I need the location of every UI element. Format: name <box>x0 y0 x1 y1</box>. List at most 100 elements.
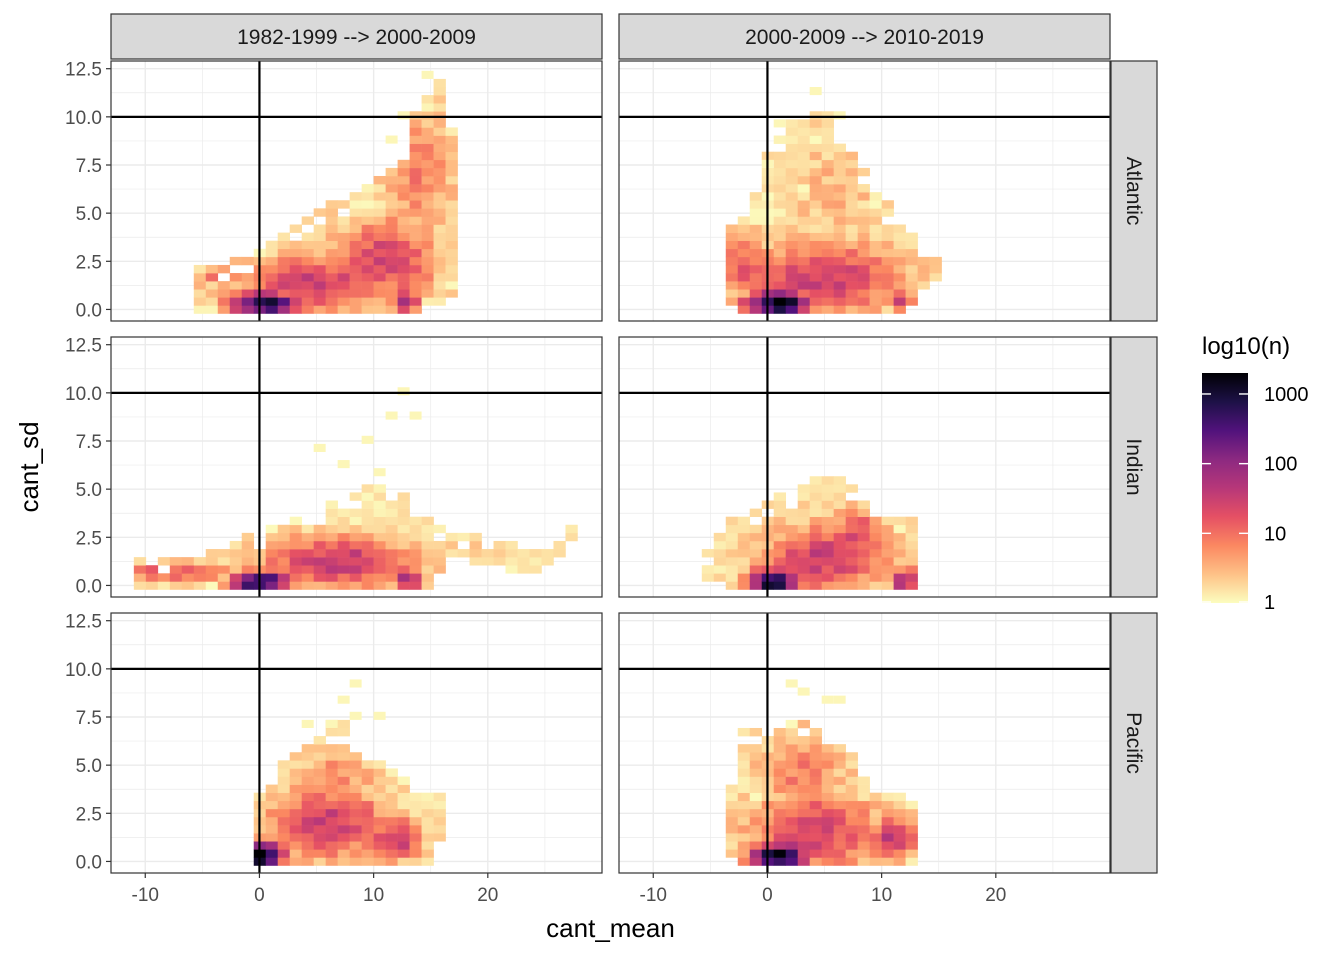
heat-bin <box>845 792 858 802</box>
heat-bin <box>469 532 482 542</box>
heat-bin <box>917 281 930 290</box>
heat-bin <box>349 557 362 566</box>
heat-bin <box>773 135 787 144</box>
heat-bin <box>725 565 739 574</box>
heat-bin <box>517 557 530 566</box>
heat-bin <box>373 248 386 258</box>
heat-bin <box>361 557 374 566</box>
heat-bin <box>433 825 446 834</box>
heat-bin <box>833 825 846 834</box>
heat-bin <box>881 532 894 542</box>
heat-bin <box>797 208 810 217</box>
heat-bin <box>797 200 810 209</box>
heat-bin <box>725 524 739 534</box>
heat-bin <box>241 281 255 290</box>
heat-bin <box>797 159 810 169</box>
heat-bin <box>785 581 799 590</box>
heat-bin <box>265 240 279 250</box>
heat-bin <box>421 151 434 161</box>
heat-bin <box>265 792 279 802</box>
heat-bin <box>773 825 787 834</box>
heat-bin <box>193 557 207 566</box>
heat-bin <box>325 532 338 542</box>
heat-bin <box>397 208 410 217</box>
heat-bin <box>385 167 398 177</box>
heat-bin <box>361 800 374 810</box>
heat-bin <box>749 557 763 566</box>
heat-bin <box>409 200 422 209</box>
heat-bin <box>445 151 458 161</box>
heat-bin <box>725 516 739 526</box>
heat-bin <box>737 565 751 574</box>
heat-bin <box>809 127 822 136</box>
heat-bin <box>409 192 422 201</box>
y-tick-label: 10.0 <box>65 384 102 405</box>
heat-bin <box>229 557 243 566</box>
heat-bin <box>385 524 398 534</box>
heat-bin <box>553 549 566 558</box>
heat-bin <box>749 297 763 306</box>
heat-bin <box>421 532 434 542</box>
heat-bin <box>265 825 279 834</box>
row-strip-indian <box>1110 336 1158 598</box>
heat-bin <box>785 192 799 201</box>
heat-bin <box>421 103 434 112</box>
heat-bin <box>785 167 799 177</box>
heat-bin <box>725 792 739 802</box>
heat-bin <box>385 289 398 298</box>
heat-bin <box>821 127 834 136</box>
heat-bin <box>433 208 446 217</box>
heat-bin <box>409 111 422 120</box>
heat-bin <box>809 167 822 177</box>
heat-bin <box>325 792 338 802</box>
heat-bin <box>749 200 763 209</box>
heat-bin <box>845 752 858 761</box>
heat-bin <box>385 208 398 217</box>
heat-bin <box>433 549 446 558</box>
heat-bin <box>241 532 255 542</box>
heat-bin <box>289 581 302 590</box>
heat-bin <box>229 289 243 298</box>
heat-bin <box>809 581 822 590</box>
heat-bin <box>409 167 422 177</box>
heat-bin <box>217 289 231 298</box>
heat-bin <box>809 216 822 225</box>
heat-bin <box>349 516 362 526</box>
heat-bin <box>397 808 410 818</box>
heat-bin <box>785 297 799 306</box>
heat-bin <box>337 297 350 306</box>
heat-bin <box>265 264 279 274</box>
heat-bin <box>517 549 530 558</box>
heat-bin <box>385 800 398 810</box>
heat-bin <box>349 565 362 574</box>
heat-bin <box>421 289 434 298</box>
heat-bin <box>737 248 751 258</box>
heat-bin <box>349 581 362 590</box>
heat-bin <box>325 816 338 826</box>
heat-bin <box>421 256 434 266</box>
heat-bin <box>397 857 410 866</box>
heat-bin <box>749 224 763 233</box>
heat-bin <box>205 565 219 574</box>
heat-bin <box>433 557 446 566</box>
heat-bin <box>277 273 291 282</box>
heat-bin <box>337 305 350 314</box>
heat-bin <box>905 240 918 250</box>
heat-bin <box>785 524 799 534</box>
heat-bin <box>145 573 159 582</box>
heat-bin-outlier <box>809 87 822 96</box>
heat-bin <box>773 208 787 217</box>
heat-bin <box>373 224 386 233</box>
heat-bin <box>373 208 386 217</box>
heat-bin <box>301 744 314 753</box>
heat-bin <box>785 816 799 826</box>
heat-bin <box>229 305 243 314</box>
heat-bin <box>797 484 810 493</box>
heat-bin <box>373 792 386 802</box>
heat-bin <box>433 289 446 298</box>
heat-bin <box>845 549 858 558</box>
heat-bin <box>385 557 398 566</box>
heat-bin <box>373 500 386 509</box>
heat-bin <box>433 240 446 250</box>
heat-bin <box>797 492 810 501</box>
